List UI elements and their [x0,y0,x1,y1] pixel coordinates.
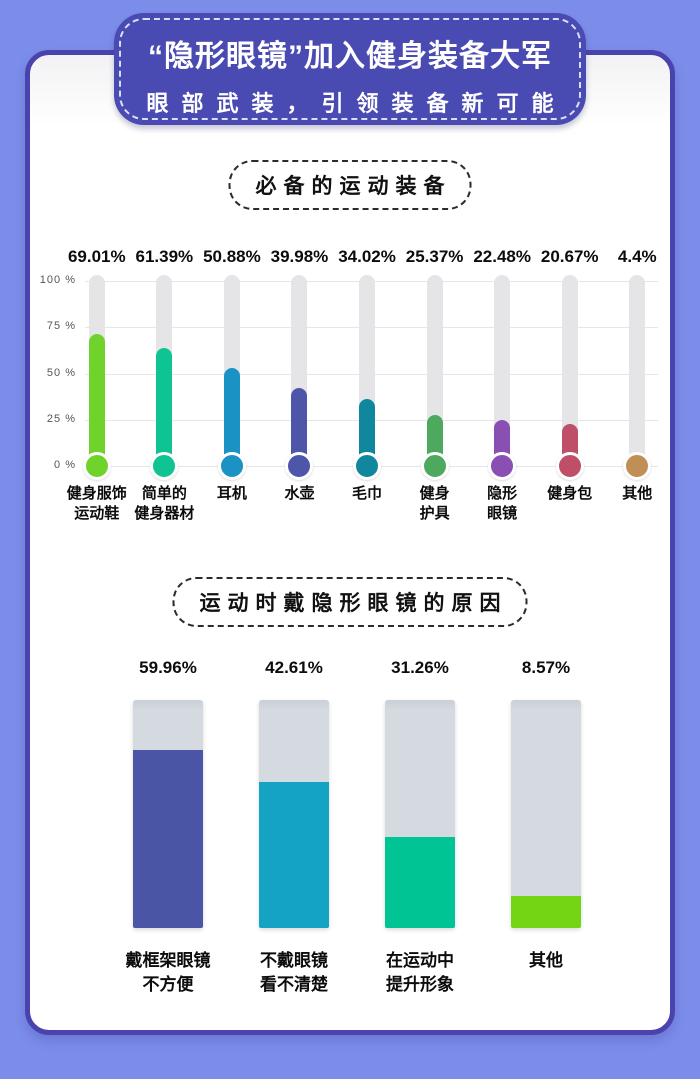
bar-category-label: 耳机 [216,485,247,502]
header-badge-dashed-border: “隐形眼镜”加入健身装备大军 眼部武装，引领装备新可能 [119,18,581,120]
chart1-column: 34.02% 毛巾 [333,247,401,557]
bar-value-label: 25.37% [405,247,464,266]
bar-bulb [623,452,652,480]
header-badge: “隐形眼镜”加入健身装备大军 眼部武装，引领装备新可能 [114,13,586,125]
bar-value-label: 59.96% [139,658,197,677]
bar-bulb [150,452,179,480]
chart1-column: 22.48% 隐形 眼镜 [468,247,536,557]
chart1-column: 50.88% 耳机 [198,247,266,557]
bar-bulb [82,452,111,480]
bar-bulb [555,452,584,480]
bar-category-label: 其他 [622,485,653,502]
bar-value-label: 34.02% [338,247,396,266]
y-axis-tick-label: 25 % [46,412,76,425]
equipment-thermometer-chart: 100 % 75 % 50 % 25 % 0 % 69.01% 健身服饰 运动鞋 61.39% 简… [30,247,670,557]
bar-value-label: 31.26% [391,658,449,677]
page-title: “隐形眼镜”加入健身装备大军 [148,40,552,73]
chart2-column: 42.61% 不戴眼镜 看不清楚 [231,655,357,1030]
bar-fill [156,348,173,474]
bar-category-label: 健身 护具 [419,485,450,522]
chart1-column: 69.01% 健身服饰 运动鞋 [63,247,131,557]
bar-category-label: 其他 [529,951,563,970]
bar-value-label: 22.48% [473,247,531,266]
bar-track [511,700,581,928]
page-subtitle: 眼部武装，引领装备新可能 [146,91,567,116]
content-card: 必备的运动装备 100 % 75 % 50 % 25 % 0 % 69.01% 健身服饰 运动… [25,50,675,1035]
bar-fill [223,367,240,474]
bar-value-label: 39.98% [270,247,329,266]
bar-category-label: 毛巾 [352,485,383,502]
bar-category-label: 在运动中 提升形象 [386,951,454,994]
bar-value-label: 4.4% [617,247,657,266]
chart1-title: 必备的运动装备 [228,160,472,210]
bar-bulb [217,452,246,480]
reasons-bar-chart: 59.96% 戴框架眼镜 不方便 42.61% 不戴眼镜 看不清楚 31.26% 在运动中 提升… [30,655,670,1030]
bar-bulb [353,452,382,480]
bar-value-label: 8.57% [521,658,571,677]
chart1-column: 39.98% 水壶 [266,247,334,557]
bar-track [561,275,578,472]
bar-track [629,275,646,472]
bar-category-label: 健身服饰 运动鞋 [66,485,127,522]
chart2-column: 31.26% 在运动中 提升形象 [357,655,483,1030]
bar-fill [385,836,455,928]
bar-bulb [488,452,517,480]
bar-category-label: 不戴眼镜 看不清楚 [260,951,328,994]
bar-category-label: 健身包 [547,485,593,502]
chart1-column: 61.39% 简单的 健身器材 [131,247,199,557]
bar-value-label: 42.61% [265,658,323,677]
y-axis-tick-label: 75 % [46,320,76,333]
chart1-column: 25.37% 健身 护具 [401,247,469,557]
chart2-columns: 59.96% 戴框架眼镜 不方便 42.61% 不戴眼镜 看不清楚 31.26% 在运动中 提升… [105,655,609,1030]
chart1-columns: 69.01% 健身服饰 运动鞋 61.39% 简单的 健身器材 50.88% 耳机 39.98%… [63,247,671,557]
bar-bulb [285,452,314,480]
chart1-column: 20.67% 健身包 [536,247,604,557]
bar-bulb [420,452,449,480]
y-axis-tick-label: 0 % [54,459,76,471]
chart2-column: 59.96% 戴框架眼镜 不方便 [105,655,231,1030]
bar-category-label: 水壶 [284,485,315,502]
bar-fill [511,896,581,928]
bar-category-label: 简单的 健身器材 [134,485,195,522]
chart2-column: 8.57% 其他 [483,655,609,1030]
chart2-title: 运动时戴隐形眼镜的原因 [172,577,528,627]
bar-value-label: 61.39% [135,247,194,266]
chart1-column: 4.4% 其他 [604,247,672,557]
y-axis-tick-label: 50 % [46,366,76,379]
bar-fill [259,782,329,928]
bar-category-label: 隐形 眼镜 [487,485,518,522]
bar-value-label: 50.88% [203,247,261,266]
bar-value-label: 69.01% [67,247,126,266]
bar-fill [88,334,105,474]
bar-category-label: 戴框架眼镜 不方便 [125,951,211,994]
bar-fill [133,750,203,928]
y-axis-tick-label: 100 % [39,274,76,286]
bar-value-label: 20.67% [540,247,599,266]
